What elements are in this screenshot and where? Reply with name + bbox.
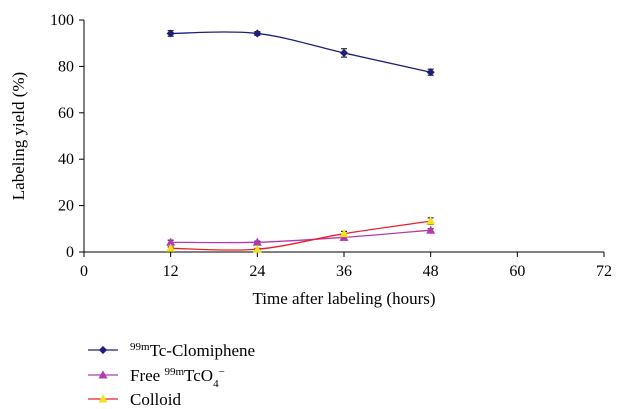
legend-label-main: Colloid <box>130 390 182 409</box>
series-1 <box>166 29 435 77</box>
data-point <box>339 48 349 58</box>
legend-label-subscript: 4 <box>213 378 219 390</box>
data-point <box>339 229 349 238</box>
series-line <box>170 220 431 251</box>
legend-label: Free 99mTcO4− <box>130 366 225 390</box>
y-tick-label: 80 <box>58 58 74 75</box>
legend-item-2: Free 99mTcO4− <box>88 366 225 390</box>
y-tick-label: 60 <box>58 105 74 122</box>
data-point <box>252 244 262 253</box>
series-line <box>170 229 431 244</box>
x-tick-label: 36 <box>336 263 352 280</box>
x-tick-label: 24 <box>249 263 265 280</box>
legend-label-main: TcO <box>184 366 213 385</box>
y-tick-label: 0 <box>66 244 74 261</box>
data-point <box>426 225 436 234</box>
x-tick-label: 0 <box>80 263 88 280</box>
series-layer <box>166 29 436 253</box>
data-point <box>253 29 262 38</box>
y-tick-label: 40 <box>58 151 74 168</box>
x-axis-title: Time after labeling (hours) <box>252 289 435 308</box>
legend-item-3: Colloid <box>88 390 182 409</box>
y-tick-label: 100 <box>50 12 74 29</box>
data-point <box>166 243 176 252</box>
legend-label-prefix: Free <box>130 366 164 385</box>
legend-swatch-marker <box>98 394 108 403</box>
data-point <box>166 29 175 38</box>
legend-item-1: 99mTc-Clomiphene <box>88 341 255 360</box>
data-point <box>426 68 435 77</box>
legend-label-superscript: 99m <box>164 366 184 378</box>
legend-label-main: Tc-Clomiphene <box>150 341 256 360</box>
legend-swatch-marker <box>98 370 108 379</box>
x-tick-label: 72 <box>596 263 612 280</box>
y-axis-title: Labeling yield (%) <box>9 72 28 200</box>
series-line <box>170 31 431 73</box>
legend-label: 99mTc-Clomiphene <box>130 341 255 360</box>
x-tick-label: 60 <box>509 263 525 280</box>
legend-swatch-marker <box>98 345 108 355</box>
x-tick-label: 12 <box>163 263 179 280</box>
legend-label-superscript: 99m <box>130 341 150 353</box>
series-3 <box>166 216 436 253</box>
y-tick-label: 20 <box>58 198 74 215</box>
legend-label-superscript: − <box>219 366 225 378</box>
legend-label: Colloid <box>130 390 182 409</box>
x-tick-label: 48 <box>423 263 439 280</box>
data-point <box>426 216 436 225</box>
axes: 0 20 40 60 80 100 0 12 24 36 48 60 72 <box>50 12 612 280</box>
